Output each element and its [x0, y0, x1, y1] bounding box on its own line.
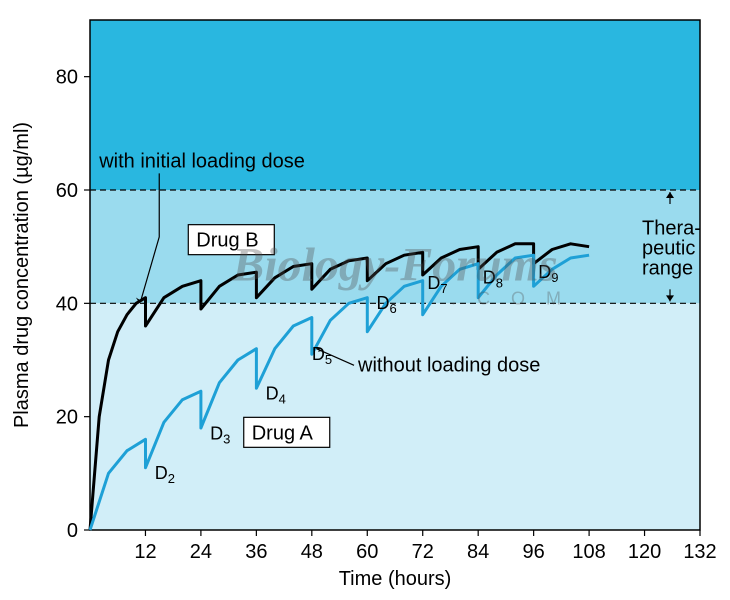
drug-a-label: Drug A — [252, 422, 314, 444]
x-tick-label: 36 — [245, 541, 267, 563]
x-tick-label: 24 — [190, 541, 212, 563]
y-tick-label: 80 — [56, 67, 78, 89]
x-tick-label: 72 — [412, 541, 434, 563]
watermark-sub: . C O M — [451, 289, 569, 309]
x-axis-title: Time (hours) — [339, 568, 452, 590]
x-tick-label: 48 — [301, 541, 323, 563]
pk-chart: 0 20 40 60 80 12 24 36 48 60 72 84 96 108 120 132 Plasma… — [0, 0, 730, 600]
therapeutic-label: Thera-peuticrange — [642, 218, 701, 280]
x-tick-label: 132 — [683, 541, 716, 563]
annotation-without-loading: without loading dose — [357, 354, 540, 376]
x-tick-label: 84 — [467, 541, 489, 563]
x-tick-label: 12 — [134, 541, 156, 563]
watermark: Biology-Forums — [231, 239, 557, 292]
y-tick-label: 20 — [56, 407, 78, 429]
y-tick-label: 40 — [56, 293, 78, 315]
chart-svg: 0 20 40 60 80 12 24 36 48 60 72 84 96 108 120 132 Plasma… — [0, 0, 730, 600]
x-tick-label: 96 — [523, 541, 545, 563]
x-tick-label: 120 — [628, 541, 661, 563]
y-axis-title: Plasma drug concentration (µg/ml) — [11, 122, 33, 428]
y-tick-label: 0 — [67, 520, 78, 542]
annotation-with-loading: with initial loading dose — [98, 150, 305, 172]
zone-sub — [90, 303, 700, 530]
x-tick-label: 60 — [356, 541, 378, 563]
y-tick-label: 60 — [56, 180, 78, 202]
x-tick-label: 108 — [572, 541, 605, 563]
